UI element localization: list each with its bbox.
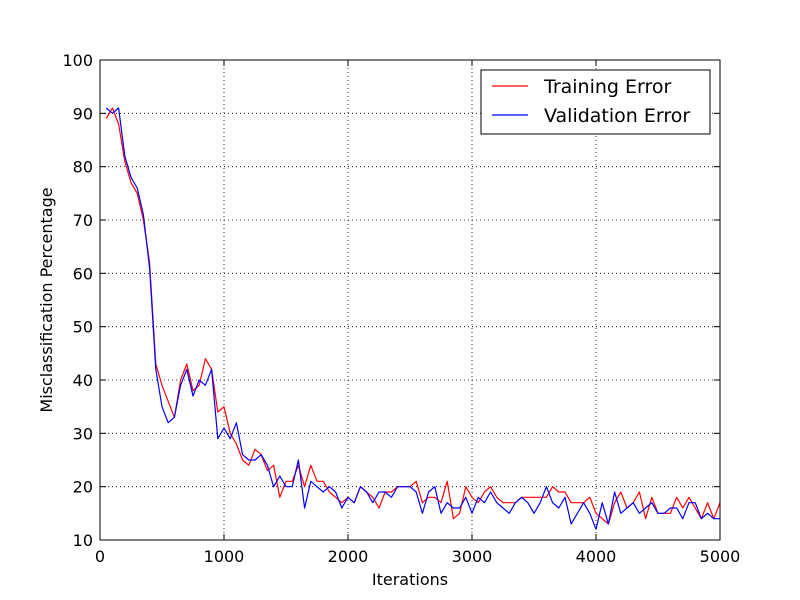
x-tick-label: 0 <box>95 547 105 566</box>
x-axis-ticks: 0 1000 2000 3000 4000 5000 <box>95 60 740 566</box>
series-lines <box>105 107 721 530</box>
y-tick-label: 50 <box>73 318 93 337</box>
legend: Training Error Validation Error <box>480 69 711 135</box>
y-tick-label: 60 <box>73 264 93 283</box>
plot-area-frame <box>99 59 721 541</box>
y-tick-label: 100 <box>62 51 93 70</box>
x-tick-label: 4000 <box>576 547 617 566</box>
y-tick-label: 70 <box>73 211 93 230</box>
legend-label-validation: Validation Error <box>544 105 690 127</box>
y-tick-label: 40 <box>73 371 93 390</box>
legend-box <box>480 69 711 135</box>
series-line-training-error <box>105 107 721 525</box>
legend-label-training: Training Error <box>543 76 672 98</box>
x-tick-label: 1000 <box>204 547 245 566</box>
y-axis-ticks: 10 20 30 40 50 60 70 80 90 100 <box>62 51 720 550</box>
x-tick-label: 5000 <box>700 547 741 566</box>
x-tick-label: 3000 <box>452 547 493 566</box>
series-line-validation-error <box>105 107 720 530</box>
y-tick-label: 90 <box>73 104 93 123</box>
y-tick-label: 80 <box>73 158 93 177</box>
y-tick-label: 10 <box>73 531 93 550</box>
x-tick-label: 2000 <box>328 547 369 566</box>
x-axis-label: Iterations <box>372 570 448 589</box>
y-axis-label: Misclassification Percentage <box>37 187 56 412</box>
y-tick-label: 30 <box>73 424 93 443</box>
y-tick-label: 20 <box>73 478 93 497</box>
